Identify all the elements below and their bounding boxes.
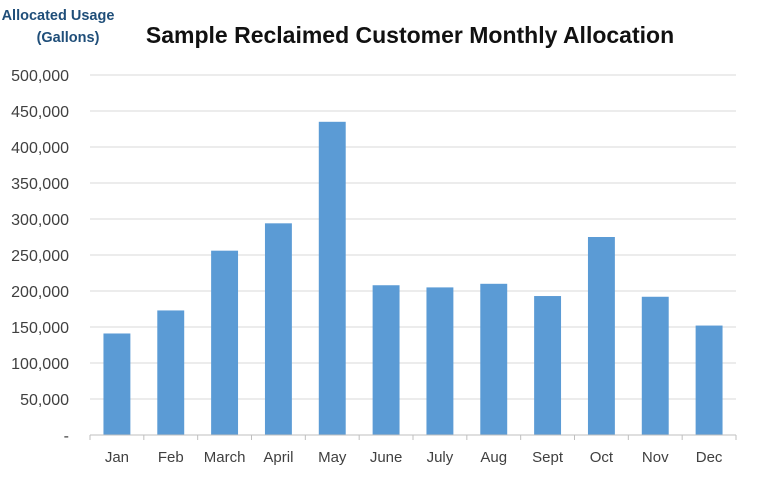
- y-tick-label: 50,000: [20, 392, 69, 409]
- x-tick-label: Feb: [158, 449, 184, 466]
- y-tick-label: 400,000: [11, 140, 69, 157]
- y-axis-label-line-1: Allocated Usage: [2, 8, 115, 24]
- x-tick-label: Nov: [642, 449, 669, 466]
- y-tick-label: 150,000: [11, 320, 69, 337]
- x-tick-label: April: [263, 449, 293, 466]
- x-tick-label: July: [427, 449, 454, 466]
- x-tick-label: June: [370, 449, 403, 466]
- y-tick-label: 300,000: [11, 212, 69, 229]
- x-tick-label: Oct: [590, 449, 614, 466]
- x-tick-label: Dec: [696, 449, 723, 466]
- bar-oct: [587, 237, 615, 435]
- y-tick-label: 500,000: [11, 68, 69, 85]
- y-tick-label: 450,000: [11, 104, 69, 121]
- bar-aug: [480, 283, 508, 435]
- bar-april: [264, 223, 292, 435]
- y-tick-label: 200,000: [11, 284, 69, 301]
- x-tick-label: May: [318, 449, 347, 466]
- y-tick-label: -: [64, 428, 69, 445]
- x-tick-label: Aug: [480, 449, 507, 466]
- bars: [103, 121, 723, 436]
- y-tick-label: 250,000: [11, 248, 69, 265]
- x-axis: [89, 434, 737, 440]
- bar-july: [426, 287, 454, 435]
- bar-nov: [641, 296, 669, 435]
- bar-jan: [103, 333, 131, 435]
- x-tick-label: March: [204, 449, 246, 466]
- x-axis-ticks: Jan Feb March April May June July Aug Sept Oct Nov…: [105, 449, 723, 466]
- bar-may: [318, 121, 346, 436]
- y-tick-label: 100,000: [11, 356, 69, 373]
- y-axis-ticks: - 50,000 100,000 150,000 200,000 250,000 300,0…: [11, 68, 69, 445]
- bar-june: [372, 285, 400, 435]
- bar-march: [211, 250, 239, 435]
- bar-sept: [534, 296, 562, 435]
- gridlines: [90, 74, 736, 400]
- bar-dec: [695, 325, 723, 435]
- y-tick-label: 350,000: [11, 176, 69, 193]
- bar-feb: [157, 310, 185, 435]
- y-axis-label-line-2: (Gallons): [37, 30, 100, 46]
- x-tick-label: Jan: [105, 449, 129, 466]
- chart-title: Sample Reclaimed Customer Monthly Alloca…: [146, 22, 674, 48]
- x-tick-label: Sept: [532, 449, 564, 466]
